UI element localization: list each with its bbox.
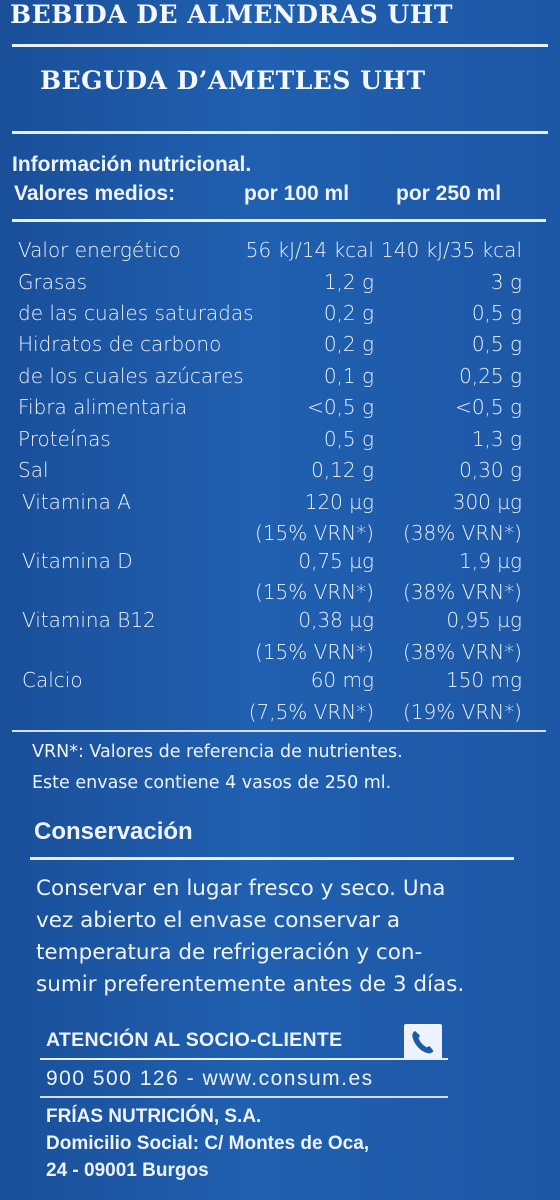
nutrition-row: (15% VRN*) (38% VRN*) (0, 640, 560, 671)
conservation-divider (30, 857, 514, 860)
nutrient-label: Calcio (22, 668, 83, 692)
phone-and-website: 900 500 126 - www.consum.es (46, 1067, 374, 1090)
nutrient-label: Vitamina B12 (22, 608, 156, 632)
web-divider (40, 1096, 448, 1098)
nutrition-title: Información nutricional. (12, 153, 252, 176)
contact-divider (40, 1058, 448, 1060)
value-per-100ml: 56 kJ/14 kcal (245, 238, 374, 262)
value-per-250ml: 0,30 g (459, 458, 522, 482)
title-divider (12, 44, 548, 47)
value-per-250ml: (38% VRN*) (403, 521, 522, 545)
conservation-line: Conservar en lugar fresco y seco. Una (36, 876, 446, 901)
nutrition-row: (15% VRN*) (38% VRN*) (0, 580, 560, 611)
value-per-100ml: (15% VRN*) (255, 640, 374, 664)
nutrition-row: de las cuales saturadas 0,2 g 0,5 g (0, 301, 560, 332)
value-per-100ml: <0,5 g (307, 395, 374, 419)
nutrition-col1-header: por 100 ml (244, 182, 350, 205)
nutrition-row: Vitamina B12 0,38 µg 0,95 µg (0, 608, 560, 639)
nutrient-label: Proteínas (18, 427, 111, 451)
value-per-100ml: (15% VRN*) (255, 521, 374, 545)
value-per-250ml: 3 g (490, 270, 522, 294)
footnote-vrn: VRN*: Valores de referencia de nutriente… (32, 742, 403, 762)
nutrient-label: Vitamina A (22, 490, 131, 514)
value-per-100ml: 60 mg (310, 668, 374, 692)
value-per-250ml: (38% VRN*) (403, 640, 522, 664)
nutrient-label: Sal (18, 458, 49, 482)
nutrition-row: Grasas 1,2 g 3 g (0, 270, 560, 301)
value-per-100ml: 120 µg (304, 490, 374, 514)
value-per-250ml: 0,95 µg (446, 608, 522, 632)
nutrient-label: de los cuales azúcares (18, 364, 244, 388)
phone-icon (404, 1024, 442, 1060)
nutrition-bottom-divider (12, 730, 546, 732)
nutrient-label: Grasas (18, 270, 88, 294)
value-per-100ml: 1,2 g (323, 270, 374, 294)
value-per-100ml: 0,2 g (323, 332, 374, 356)
footnote-servings: Este envase contiene 4 vasos de 250 ml. (32, 773, 392, 793)
nutrition-col2-header: por 250 ml (396, 182, 502, 205)
value-per-250ml: 1,3 g (471, 427, 522, 451)
value-per-250ml: 1,9 µg (459, 549, 522, 573)
nutrition-head-label: Valores medios: (14, 182, 176, 205)
nutrition-row: Vitamina D 0,75 µg 1,9 µg (0, 549, 560, 580)
nutrition-header-divider (12, 219, 546, 222)
conservation-line: temperatura de refrigeración y con- (36, 940, 423, 965)
company-name: FRÍAS NUTRICIÓN, S.A. (46, 1106, 262, 1127)
conservation-line: vez abierto el envase conservar a (36, 908, 401, 933)
value-per-250ml: 300 µg (452, 490, 522, 514)
customer-service-label: ATENCIÓN AL SOCIO-CLIENTE (46, 1029, 343, 1051)
conservation-title: Conservación (34, 818, 193, 845)
value-per-100ml: (7,5% VRN*) (248, 700, 374, 724)
nutrient-label: Hidratos de carbono (18, 332, 222, 356)
nutrition-row: (15% VRN*) (38% VRN*) (0, 521, 560, 552)
value-per-250ml: (19% VRN*) (403, 700, 522, 724)
value-per-100ml: (15% VRN*) (255, 580, 374, 604)
value-per-100ml: 0,1 g (323, 364, 374, 388)
nutrient-label: Fibra alimentaria (18, 395, 188, 419)
value-per-250ml: <0,5 g (455, 395, 522, 419)
address-line-2: 24 - 09001 Burgos (46, 1160, 209, 1181)
nutrition-row: de los cuales azúcares 0,1 g 0,25 g (0, 364, 560, 395)
header-bottom-divider (12, 131, 548, 134)
nutrition-row: (7,5% VRN*) (19% VRN*) (0, 700, 560, 731)
conservation-line: sumir preferentemente antes de 3 días. (36, 972, 465, 997)
value-per-250ml: 140 kJ/35 kcal (381, 238, 522, 262)
nutrition-row: Proteínas 0,5 g 1,3 g (0, 427, 560, 458)
nutrition-row: Fibra alimentaria <0,5 g <0,5 g (0, 395, 560, 426)
nutrient-label: Valor energético (18, 238, 181, 262)
nutrient-label: Vitamina D (22, 549, 133, 573)
value-per-100ml: 0,2 g (323, 301, 374, 325)
value-per-100ml: 0,12 g (311, 458, 374, 482)
nutrition-row: Vitamina A 120 µg 300 µg (0, 490, 560, 521)
value-per-250ml: 0,5 g (471, 332, 522, 356)
value-per-100ml: 0,5 g (323, 427, 374, 451)
nutrition-row: Sal 0,12 g 0,30 g (0, 458, 560, 489)
value-per-250ml: (38% VRN*) (403, 580, 522, 604)
nutrition-row: Valor energético 56 kJ/14 kcal 140 kJ/35 k… (0, 238, 560, 269)
value-per-250ml: 0,5 g (471, 301, 522, 325)
value-per-100ml: 0,38 µg (298, 608, 374, 632)
product-title-ca: BEGUDA D’AMETLES UHT (40, 66, 426, 95)
value-per-100ml: 0,75 µg (298, 549, 374, 573)
nutrient-label: de las cuales saturadas (18, 301, 254, 325)
value-per-250ml: 0,25 g (459, 364, 522, 388)
nutrition-row: Calcio 60 mg 150 mg (0, 668, 560, 699)
address-line-1: Domicilio Social: C/ Montes de Oca, (46, 1133, 370, 1154)
nutrition-row: Hidratos de carbono 0,2 g 0,5 g (0, 332, 560, 363)
value-per-250ml: 150 mg (445, 668, 522, 692)
product-title-es: BEBIDA DE ALMENDRAS UHT (10, 0, 453, 29)
